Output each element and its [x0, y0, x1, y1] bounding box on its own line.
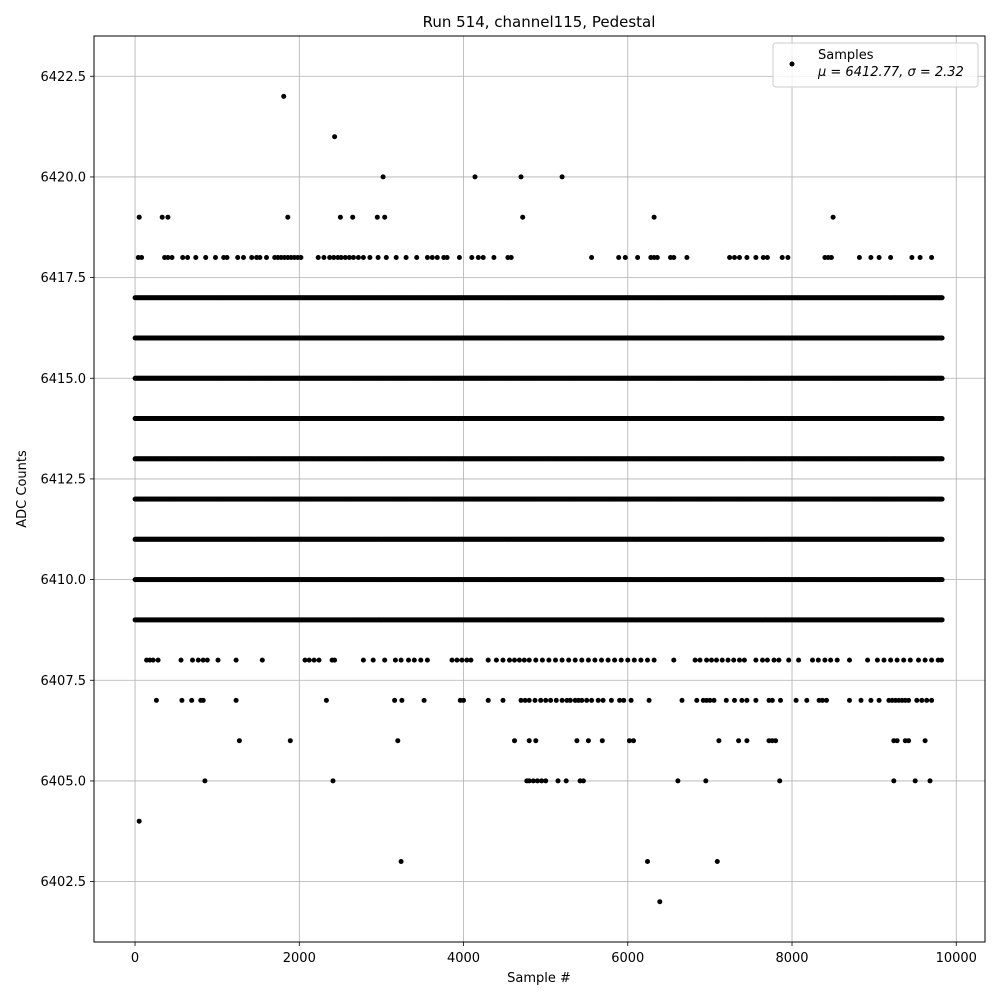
- data-point: [939, 577, 945, 583]
- data-point: [939, 617, 945, 623]
- data-point: [939, 456, 945, 462]
- data-point: [939, 536, 945, 542]
- data-point: [939, 496, 945, 502]
- data-point: [939, 416, 945, 421]
- chart-title: Run 514, channel115, Pedestal: [423, 13, 656, 31]
- data-points: [132, 93, 945, 905]
